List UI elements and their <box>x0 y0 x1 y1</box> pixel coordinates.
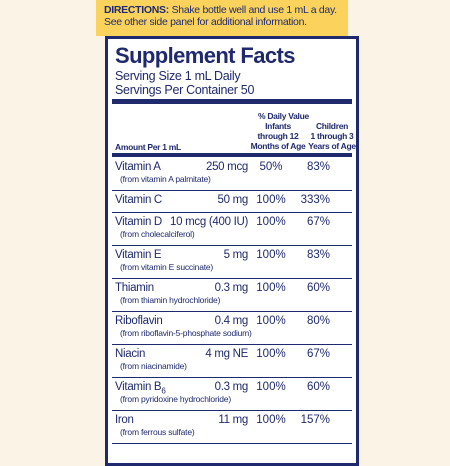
children-dv: 83% <box>306 161 330 173</box>
rule <box>112 99 352 104</box>
nutrient-row: Riboflavin (from riboflavin-5-phosphate s… <box>112 312 352 345</box>
amount: 50 mg <box>217 194 249 206</box>
nutrient-row: Iron (from ferrous sulfate) 11 mg 100% 157% <box>112 411 352 444</box>
infants-header: Infants through 12 Months of Age <box>248 121 308 151</box>
nutrient-source: (from ferrous sulfate) <box>120 427 195 437</box>
header-line: Children <box>315 121 349 131</box>
directions-text: Shake bottle well and use 1 mL a day. <box>171 4 337 16</box>
header-line: Years of Age <box>308 141 356 151</box>
amount: 11 mg <box>218 414 248 426</box>
nutrient-name: Vitamin A <box>115 161 161 173</box>
children-dv: 157% <box>300 414 330 426</box>
nutrient-name-text: Vitamin A <box>115 161 161 173</box>
children-dv: 60% <box>306 282 330 294</box>
nutrient-name-text: Vitamin C <box>115 194 162 206</box>
amount: 0.4 mg <box>214 315 249 327</box>
nutrient-row: Vitamin C 50 mg 100% 333% <box>112 191 352 213</box>
supplement-facts-panel: Supplement Facts Serving Size 1 mL Daily… <box>105 36 359 466</box>
rule <box>112 153 352 157</box>
children-dv: 333% <box>300 194 330 206</box>
header-line: 1 through 3 <box>310 131 354 141</box>
nutrient-name-text: Iron <box>115 414 134 426</box>
title: Supplement Facts <box>115 43 295 68</box>
directions-text: See other side panel for additional info… <box>104 16 307 28</box>
children-dv: 83% <box>306 249 330 261</box>
nutrient-name-text: Thiamin <box>115 282 154 294</box>
nutrient-name: Niacin <box>115 348 145 360</box>
infants-dv: 100% <box>256 194 286 206</box>
amount: 10 mcg (400 IU) <box>170 216 248 228</box>
nutrient-source: (from vitamin E succinate) <box>120 262 214 272</box>
nutrient-source: (from niacinamide) <box>120 361 187 371</box>
nutrient-source: (from vitamin A palmitate) <box>120 174 211 184</box>
nutrient-row: Vitamin A (from vitamin A palmitate) 250 m… <box>112 158 352 191</box>
header-line: through 12 <box>257 131 299 141</box>
nutrient-name: Vitamin B6 <box>115 381 166 396</box>
amount: 4 mg NE <box>205 348 248 360</box>
nutrient-name: Thiamin <box>115 282 154 294</box>
children-dv: 67% <box>306 348 330 360</box>
infants-dv: 50% <box>259 161 283 173</box>
serving-size: Serving Size 1 mL Daily <box>115 69 241 83</box>
nutrient-name-sub: 6 <box>161 386 166 396</box>
nutrient-source: (from pyridoxine hydrochloride) <box>120 394 231 404</box>
nutrient-name: Riboflavin <box>115 315 163 327</box>
infants-dv: 100% <box>256 216 286 228</box>
nutrient-row: Niacin (from niacinamide) 4 mg NE 100% 67% <box>112 345 352 378</box>
nutrient-name-text: Niacin <box>115 348 146 360</box>
servings: Servings Per Container 50 <box>115 83 255 97</box>
dv-header: % Daily Value <box>258 111 309 121</box>
nutrient-name-text: Vitamin D <box>115 216 162 228</box>
nutrient-row: Thiamin (from thiamin hydrochloride) 0.3 m… <box>112 279 352 312</box>
header-line: Infants <box>265 121 291 131</box>
page: DIRECTIONS: Shake bottle well and use 1 … <box>96 0 359 466</box>
header-line: Months of Age <box>250 141 306 151</box>
directions: DIRECTIONS: Shake bottle well and use 1 … <box>96 0 348 36</box>
nutrient-source: (from cholecalciferol) <box>120 229 195 239</box>
children-dv: 67% <box>306 216 330 228</box>
nutrient-source: (from thiamin hydrochloride) <box>120 295 221 305</box>
amount: 0.3 mg <box>214 282 249 294</box>
children-dv: 80% <box>306 315 330 327</box>
nutrient-row: Vitamin B6 (from pyridoxine hydrochloride… <box>112 378 352 411</box>
children-dv: 60% <box>306 381 330 393</box>
amount: 0.3 mg <box>214 381 249 393</box>
nutrient-name: Vitamin D <box>115 216 162 228</box>
nutrient-name: Iron <box>115 414 134 426</box>
amount: 250 mcg <box>205 161 248 173</box>
infants-dv: 100% <box>256 282 286 294</box>
nutrient-source: (from riboflavin-5-phosphate sodium) <box>120 328 252 338</box>
nutrient-name-text: Vitamin B <box>115 381 162 393</box>
infants-dv: 100% <box>256 414 286 426</box>
nutrient-row: Vitamin E (from vitamin E succinate) 5 mg 1… <box>112 246 352 279</box>
amount: 5 mg <box>223 249 249 261</box>
nutrient-name: Vitamin C <box>115 194 162 206</box>
directions-label: DIRECTIONS: <box>104 4 169 16</box>
nutrient-row: Vitamin D (from cholecalciferol) 10 mcg (4… <box>112 213 352 246</box>
infants-dv: 100% <box>256 381 286 393</box>
amount-header: Amount Per 1 mL <box>115 142 181 152</box>
children-header: Children 1 through 3 Years of Age <box>304 121 360 151</box>
infants-dv: 100% <box>256 348 286 360</box>
nutrient-name-text: Riboflavin <box>115 315 163 327</box>
nutrient-name-text: Vitamin E <box>115 249 162 261</box>
infants-dv: 100% <box>256 249 286 261</box>
infants-dv: 100% <box>256 315 286 327</box>
nutrient-name: Vitamin E <box>115 249 162 261</box>
